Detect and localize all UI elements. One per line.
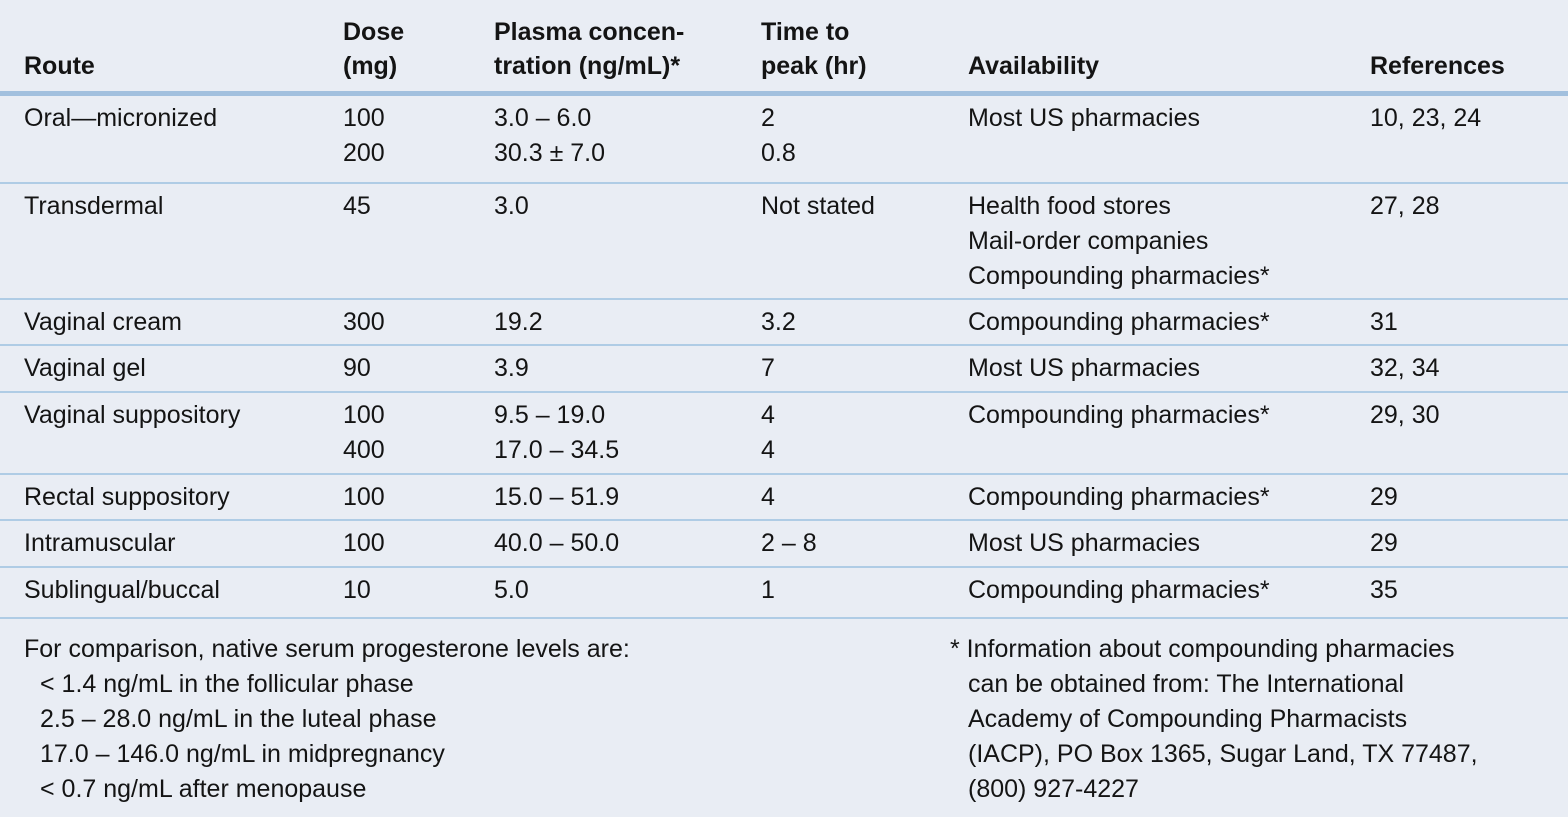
- table-row-sublingual-buccal: Sublingual/buccal 10 5.0 1 Compounding p…: [0, 567, 1568, 619]
- column-header-availability: Availability: [968, 0, 1370, 96]
- cell-dose: 90: [343, 345, 494, 393]
- cell-references: 10, 23, 24: [1370, 93, 1568, 184]
- cell-availability: Compounding pharmacies*: [968, 299, 1370, 346]
- cell-dose: 300: [343, 299, 494, 346]
- progesterone-routes-table: Route Dose (mg) Plasma concen- tration (…: [0, 0, 1568, 619]
- cell-route: Oral—micronized: [0, 93, 343, 184]
- cell-plasma: 15.0 – 51.9: [494, 474, 761, 521]
- cell-availability: Compounding pharmacies*: [968, 474, 1370, 521]
- column-header-dose: Dose (mg): [343, 0, 494, 96]
- serum-level-luteal: 2.5 – 28.0 ng/mL in the luteal phase: [40, 705, 437, 733]
- cell-peak: Not stated: [761, 183, 968, 300]
- cell-references: 31: [1370, 299, 1568, 346]
- cell-availability: Most US pharmacies: [968, 520, 1370, 568]
- column-header-plasma-concentration: Plasma concen- tration (ng/mL)*: [494, 0, 761, 96]
- table-row-intramuscular: Intramuscular 100 40.0 – 50.0 2 – 8 Most…: [0, 520, 1568, 568]
- cell-plasma: 40.0 – 50.0: [494, 520, 761, 568]
- table-row-oral-micronized: Oral—micronized 100 200 3.0 – 6.0 30.3 ±…: [0, 93, 1568, 184]
- cell-plasma: 9.5 – 19.0 17.0 – 34.5: [494, 392, 761, 475]
- compounding-pharmacies-footnote: * Information about compounding pharmaci…: [950, 635, 1478, 803]
- cell-route: Vaginal cream: [0, 299, 343, 346]
- cell-peak: 2 – 8: [761, 520, 968, 568]
- column-header-references: References: [1370, 0, 1568, 96]
- serum-comparison-list: < 1.4 ng/mL in the follicular phase 2.5 …: [40, 667, 950, 807]
- cell-route: Sublingual/buccal: [0, 567, 343, 619]
- cell-dose: 45: [343, 183, 494, 300]
- header-row: Route Dose (mg) Plasma concen- tration (…: [0, 0, 1568, 96]
- cell-route: Intramuscular: [0, 520, 343, 568]
- cell-references: 27, 28: [1370, 183, 1568, 300]
- cell-route: Rectal suppository: [0, 474, 343, 521]
- serum-level-menopause: < 0.7 ng/mL after menopause: [40, 775, 367, 803]
- cell-plasma: 3.0: [494, 183, 761, 300]
- serum-level-follicular: < 1.4 ng/mL in the follicular phase: [40, 670, 414, 698]
- cell-peak: 4 4: [761, 392, 968, 475]
- table-row-vaginal-suppository: Vaginal suppository 100 400 9.5 – 19.0 1…: [0, 392, 1568, 475]
- table-row-vaginal-cream: Vaginal cream 300 19.2 3.2 Compounding p…: [0, 299, 1568, 346]
- serum-level-midpregnancy: 17.0 – 146.0 ng/mL in midpregnancy: [40, 740, 445, 768]
- cell-peak: 4: [761, 474, 968, 521]
- cell-references: 29, 30: [1370, 392, 1568, 475]
- cell-availability: Most US pharmacies: [968, 345, 1370, 393]
- cell-references: 29: [1370, 474, 1568, 521]
- cell-dose: 10: [343, 567, 494, 619]
- cell-plasma: 5.0: [494, 567, 761, 619]
- cell-references: 29: [1370, 520, 1568, 568]
- column-header-time-to-peak: Time to peak (hr): [761, 0, 968, 96]
- table-row-rectal-suppository: Rectal suppository 100 15.0 – 51.9 4 Com…: [0, 474, 1568, 521]
- cell-dose: 100: [343, 520, 494, 568]
- serum-comparison-note: For comparison, native serum progesteron…: [0, 632, 950, 807]
- cell-availability: Compounding pharmacies*: [968, 567, 1370, 619]
- cell-peak: 3.2: [761, 299, 968, 346]
- cell-references: 32, 34: [1370, 345, 1568, 393]
- table-row-vaginal-gel: Vaginal gel 90 3.9 7 Most US pharmacies …: [0, 345, 1568, 393]
- cell-dose: 100 400: [343, 392, 494, 475]
- cell-peak: 2 0.8: [761, 93, 968, 184]
- cell-route: Transdermal: [0, 183, 343, 300]
- cell-availability: Most US pharmacies: [968, 93, 1370, 184]
- cell-plasma: 3.0 – 6.0 30.3 ± 7.0: [494, 93, 761, 184]
- column-header-route: Route: [0, 0, 343, 96]
- cell-peak: 7: [761, 345, 968, 393]
- serum-comparison-intro: For comparison, native serum progesteron…: [24, 635, 630, 663]
- cell-availability: Health food stores Mail-order companies …: [968, 183, 1370, 300]
- cell-plasma: 19.2: [494, 299, 761, 346]
- cell-route: Vaginal gel: [0, 345, 343, 393]
- cell-availability: Compounding pharmacies*: [968, 392, 1370, 475]
- cell-peak: 1: [761, 567, 968, 619]
- cell-references: 35: [1370, 567, 1568, 619]
- cell-dose: 100: [343, 474, 494, 521]
- cell-dose: 100 200: [343, 93, 494, 184]
- table-row-transdermal: Transdermal 45 3.0 Not stated Health foo…: [0, 183, 1568, 300]
- table-footnotes: For comparison, native serum progesteron…: [0, 619, 1568, 807]
- cell-plasma: 3.9: [494, 345, 761, 393]
- cell-route: Vaginal suppository: [0, 392, 343, 475]
